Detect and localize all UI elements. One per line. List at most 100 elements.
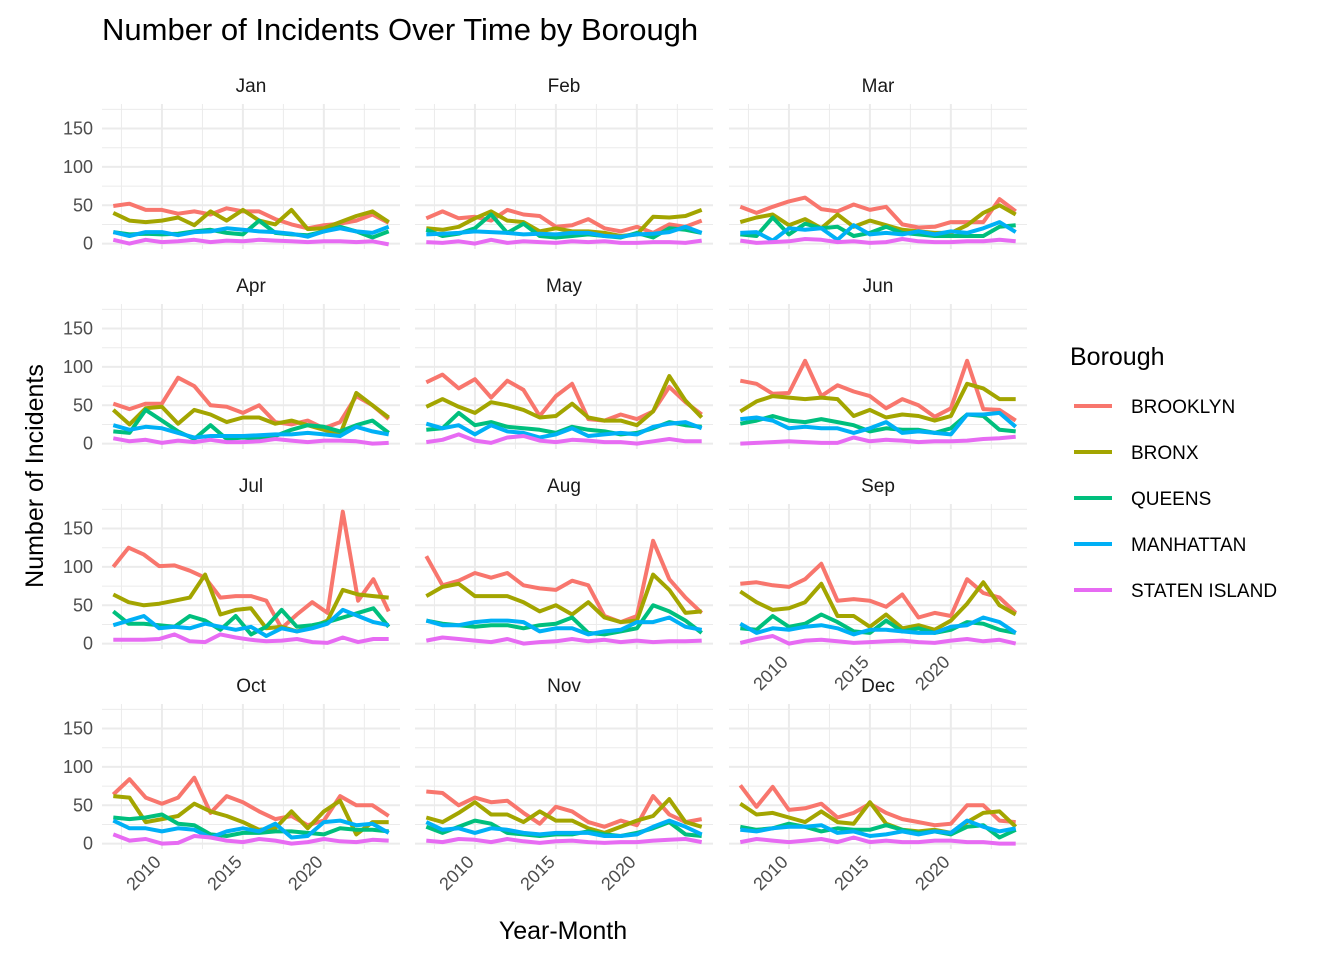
- series-line-staten-island: [740, 237, 1016, 245]
- legend: Borough BROOKLYN BRONX QUEENS MANHATTAN STAT…: [1070, 343, 1277, 602]
- series-line-brooklyn: [111, 775, 390, 828]
- series-line-staten-island: [113, 632, 389, 645]
- series-line-manhattan: [426, 224, 703, 239]
- x-tick-label: 2020: [911, 652, 953, 694]
- facet-label: Feb: [548, 76, 581, 97]
- series-line-bronx: [112, 572, 389, 634]
- series-line-queens: [425, 603, 703, 637]
- x-axis-title: Year-Month: [499, 917, 627, 945]
- y-tick-label: 50: [73, 195, 93, 215]
- x-tick-label: 2020: [911, 852, 953, 894]
- series-line-brooklyn: [424, 538, 704, 625]
- y-tick-label: 0: [83, 834, 93, 854]
- panel-apr: Apr 0 50 100 150: [63, 276, 400, 454]
- series-line-manhattan: [739, 615, 1017, 637]
- series-line-staten-island: [112, 436, 389, 446]
- panel-jul: Jul 0 50 100 150: [63, 476, 400, 654]
- panel-oct: Oct 0 50 100 150 2010 2015 2020: [63, 676, 400, 894]
- chart-title: Number of Incidents Over Time by Borough: [102, 12, 698, 47]
- facet-label: Jun: [863, 276, 894, 297]
- facet-panels: Jan 0 50 100 150 Feb Mar Apr 0 50 100 150 May Jun Jul 0…: [63, 76, 1027, 894]
- series-line-queens: [739, 821, 1017, 840]
- legend-label: BROOKLYN: [1131, 397, 1235, 418]
- y-axis-title: Number of Incidents: [21, 364, 49, 588]
- series-line-bronx: [739, 203, 1017, 235]
- series-line-brooklyn: [738, 784, 1016, 828]
- series-line-queens: [113, 407, 390, 441]
- series-line-staten-island: [112, 832, 389, 846]
- series-line-staten-island: [426, 237, 702, 246]
- series-line-queens: [112, 606, 391, 637]
- series-line-staten-island: [426, 837, 703, 845]
- facet-label: Jan: [236, 76, 267, 97]
- y-tick-label: 100: [63, 557, 93, 577]
- series-line-bronx: [113, 794, 389, 837]
- series-line-manhattan: [425, 420, 703, 440]
- panel-may: May: [415, 276, 713, 449]
- legend-title: Borough: [1070, 343, 1165, 371]
- series-line-staten-island: [740, 434, 1016, 446]
- facet-label: Dec: [861, 676, 895, 697]
- x-tick-label: 2020: [284, 852, 326, 894]
- series-line-staten-island: [739, 835, 1016, 846]
- facet-label: Sep: [861, 476, 895, 497]
- series-line-brooklyn: [111, 509, 391, 631]
- series-line-bronx: [112, 207, 390, 232]
- x-tick-label: 2010: [749, 652, 791, 694]
- x-tick-label: 2020: [597, 852, 639, 894]
- facet-label: Oct: [236, 676, 266, 697]
- y-tick-label: 100: [63, 357, 93, 377]
- series-line-brooklyn: [112, 375, 390, 431]
- panel-mar: Mar: [729, 76, 1027, 249]
- facet-label: Jul: [239, 476, 263, 497]
- x-tick-label: 2015: [203, 852, 245, 894]
- series-line-brooklyn: [740, 561, 1018, 620]
- series-line-bronx: [739, 381, 1016, 423]
- x-tick-label: 2010: [749, 852, 791, 894]
- facet-label: Apr: [236, 276, 266, 297]
- series-line-bronx: [425, 572, 702, 625]
- legend-label: BRONX: [1131, 443, 1199, 464]
- series-line-manhattan: [740, 818, 1017, 838]
- series-line-staten-island: [112, 237, 390, 247]
- x-tick-label: 2015: [830, 852, 872, 894]
- x-tick-label: 2015: [516, 852, 558, 894]
- series-line-manhattan: [112, 607, 390, 638]
- series-line-manhattan: [425, 818, 703, 838]
- y-tick-label: 150: [63, 719, 93, 739]
- series-line-queens: [425, 212, 703, 240]
- panel-jun: Jun: [729, 276, 1027, 449]
- series-line-manhattan: [425, 615, 703, 637]
- panel-feb: Feb: [415, 76, 713, 249]
- series-line-manhattan: [740, 410, 1018, 437]
- series-line-bronx: [426, 208, 703, 238]
- legend-label: QUEENS: [1131, 489, 1211, 510]
- series-line-brooklyn: [426, 789, 703, 829]
- y-tick-label: 0: [83, 434, 93, 454]
- y-tick-label: 100: [63, 157, 93, 177]
- panel-jan: Jan 0 50 100 150: [63, 76, 400, 254]
- panel-dec: Dec 2010 2015 2020: [729, 676, 1027, 894]
- series-line-manhattan: [112, 423, 390, 440]
- x-tick-label: 2010: [435, 852, 477, 894]
- y-tick-label: 0: [83, 634, 93, 654]
- series-line-bronx: [425, 374, 704, 428]
- series-line-manhattan: [740, 220, 1017, 243]
- series-line-staten-island: [426, 432, 702, 446]
- legend-label: MANHATTAN: [1131, 535, 1246, 556]
- y-tick-label: 50: [73, 595, 93, 615]
- series-line-manhattan: [112, 818, 390, 840]
- series-line-staten-island: [739, 634, 1017, 646]
- series-line-bronx: [739, 580, 1017, 632]
- x-tick-label: 2010: [122, 852, 164, 894]
- legend-label: STATEN ISLAND: [1131, 581, 1277, 602]
- y-tick-label: 150: [63, 519, 93, 539]
- facet-label: Nov: [547, 676, 581, 697]
- series-line-queens: [113, 812, 389, 838]
- series-line-manhattan: [112, 224, 390, 239]
- series-line-bronx: [425, 797, 703, 835]
- facet-label: May: [546, 276, 582, 297]
- panel-aug: Aug: [415, 476, 713, 649]
